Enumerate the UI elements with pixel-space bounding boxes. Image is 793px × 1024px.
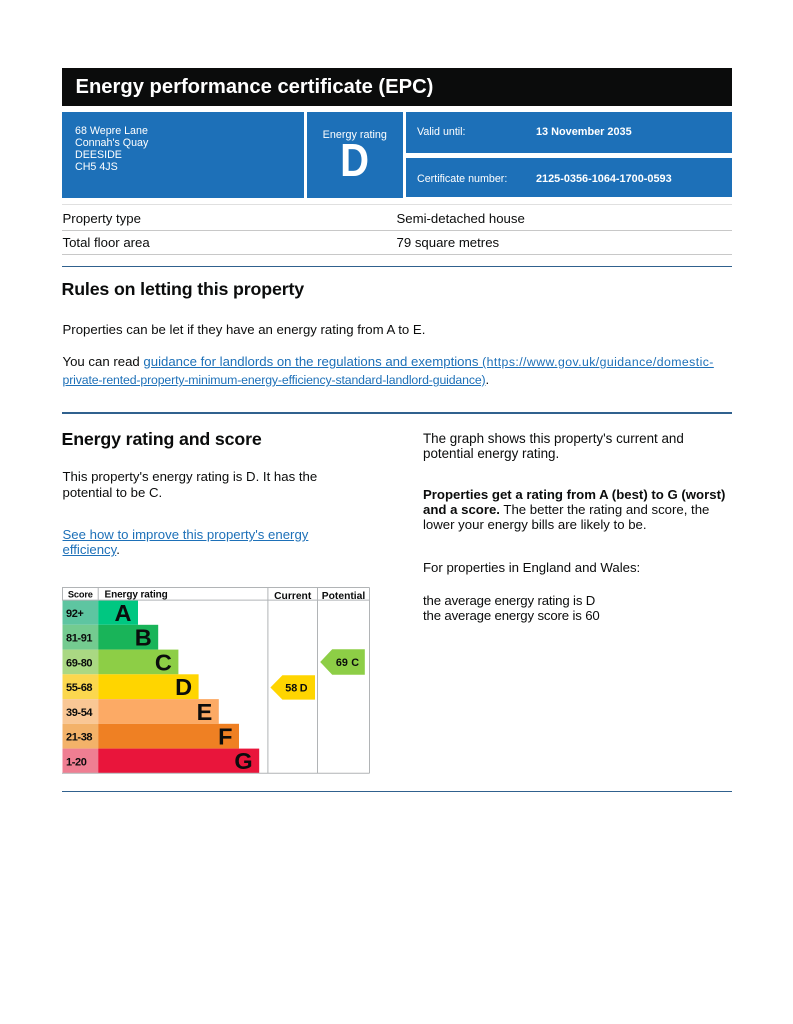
svg-text:C: C xyxy=(155,649,172,675)
svg-text:Energy rating: Energy rating xyxy=(105,590,168,601)
svg-text:B: B xyxy=(135,625,152,651)
svg-text:D: D xyxy=(300,683,308,695)
svg-text:39-54: 39-54 xyxy=(66,707,93,719)
svg-text:69: 69 xyxy=(336,657,348,669)
svg-text:A: A xyxy=(115,600,132,626)
svg-text:Potential: Potential xyxy=(322,591,366,602)
svg-text:D: D xyxy=(175,674,192,700)
svg-text:21-38: 21-38 xyxy=(66,732,92,744)
svg-text:81-91: 81-91 xyxy=(66,633,92,645)
svg-text:69-80: 69-80 xyxy=(66,658,92,670)
svg-text:G: G xyxy=(234,748,252,774)
svg-text:F: F xyxy=(218,724,232,750)
svg-text:55-68: 55-68 xyxy=(66,682,92,694)
svg-text:Current: Current xyxy=(274,591,312,602)
svg-text:58: 58 xyxy=(285,683,297,695)
svg-text:C: C xyxy=(351,657,359,669)
svg-text:92+: 92+ xyxy=(66,608,83,620)
svg-text:Score: Score xyxy=(68,590,93,600)
svg-text:E: E xyxy=(197,699,213,725)
svg-text:1-20: 1-20 xyxy=(66,756,87,768)
